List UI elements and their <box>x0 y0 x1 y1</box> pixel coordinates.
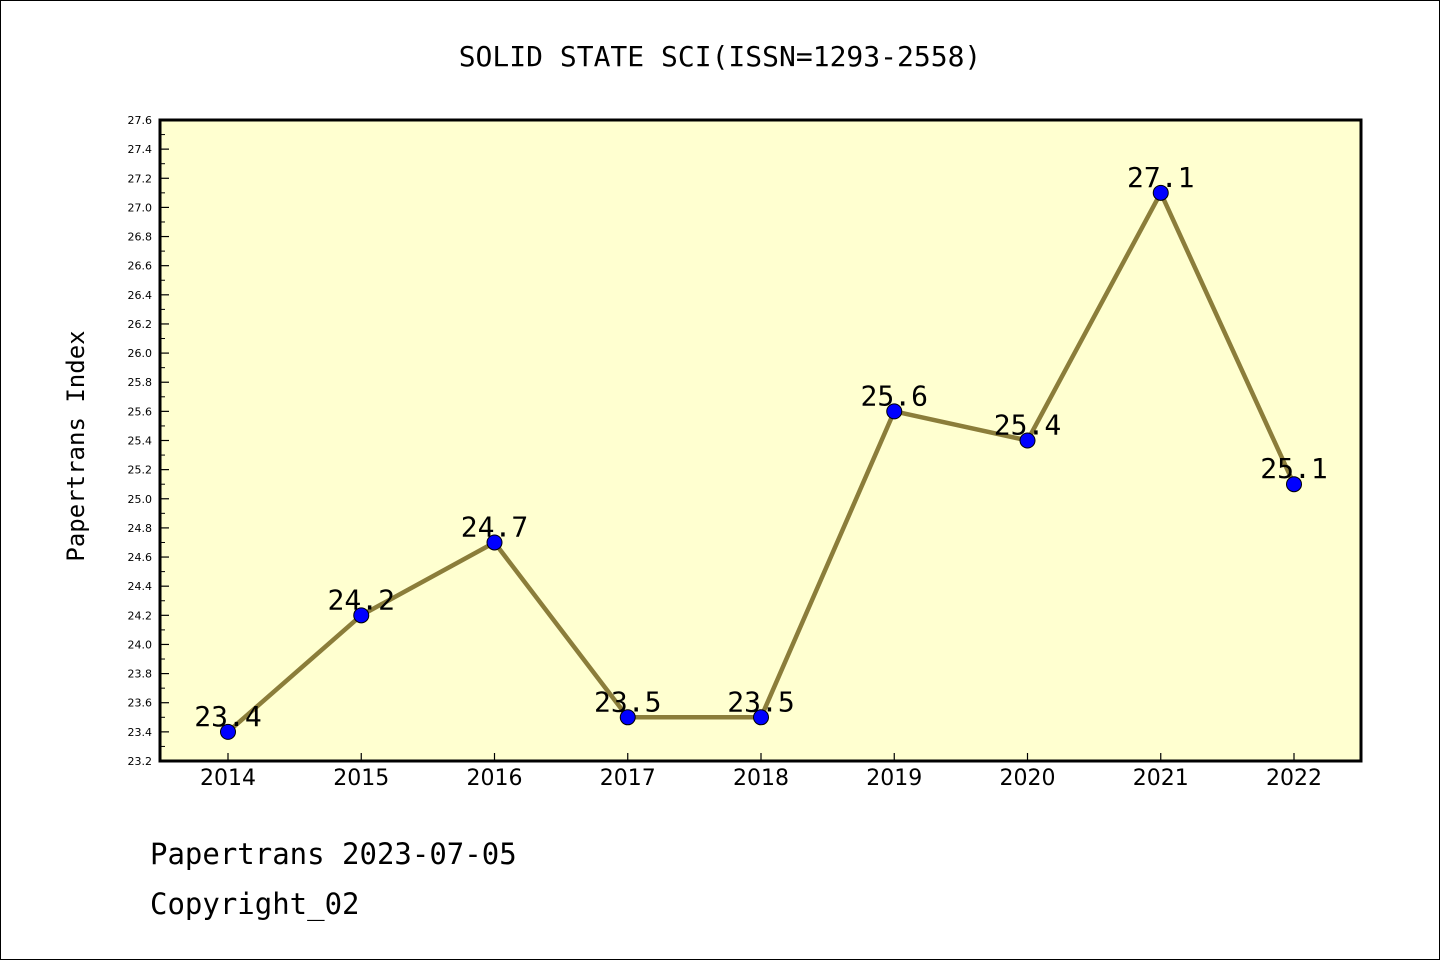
y-tick-label: 24.4 <box>128 580 153 593</box>
data-point <box>486 534 503 551</box>
data-label: 25.6 <box>861 379 928 412</box>
y-tick-label: 26.8 <box>128 231 153 244</box>
data-point <box>1152 184 1169 201</box>
y-tick-label: 26.0 <box>128 347 153 360</box>
y-tick-label: 23.2 <box>128 755 153 768</box>
data-point <box>886 403 903 420</box>
x-tick-label: 2021 <box>1133 766 1189 791</box>
y-tick-label: 27.0 <box>128 201 153 214</box>
data-point <box>1019 432 1036 449</box>
y-tick-label: 23.8 <box>128 668 153 681</box>
data-label: 25.1 <box>1260 452 1327 485</box>
footer-date: Papertrans 2023-07-05 <box>150 837 517 871</box>
data-point <box>353 607 370 624</box>
x-tick-label: 2020 <box>1000 766 1056 791</box>
data-labels: 23.4 24.2 24.7 23.5 23.5 25.6 25.4 27.1 25.1 <box>194 161 1327 733</box>
y-tick-label: 27.2 <box>128 172 153 185</box>
data-point <box>1286 476 1302 493</box>
x-tick-label: 2017 <box>600 766 656 791</box>
y-tick-label: 26.4 <box>128 289 153 302</box>
data-label: 23.5 <box>727 685 794 718</box>
data-points <box>220 184 1302 740</box>
y-tick-label: 24.6 <box>128 551 153 564</box>
data-point <box>753 709 769 726</box>
x-tick-label: 2014 <box>200 766 256 791</box>
data-label: 24.7 <box>461 510 528 543</box>
x-tick-label: 2022 <box>1266 766 1322 791</box>
data-label: 25.4 <box>994 409 1061 442</box>
y-tick-label: 25.0 <box>128 493 153 506</box>
data-point <box>220 723 236 740</box>
y-tick-label: 23.4 <box>128 726 153 739</box>
y-tick-label: 25.2 <box>128 464 153 477</box>
y-tick-label: 24.8 <box>128 522 153 535</box>
x-tick-label: 2015 <box>333 766 389 791</box>
y-tick-label: 26.6 <box>128 260 153 273</box>
x-tick-label: 2018 <box>733 766 789 791</box>
y-tick-label: 25.4 <box>128 435 153 448</box>
plot-area <box>158 118 1363 763</box>
chart-title: SOLID STATE SCI(ISSN=1293-2558) <box>459 40 982 73</box>
y-tick-label: 26.2 <box>128 318 153 331</box>
y-tick-label: 27.4 <box>128 143 153 156</box>
y-tick-label: 25.8 <box>128 376 153 389</box>
data-point <box>619 709 636 726</box>
y-tick-label: 24.2 <box>128 609 153 622</box>
data-label: 27.1 <box>1127 161 1194 194</box>
x-tick-label: 2019 <box>866 766 922 791</box>
y-tick-label: 24.0 <box>128 638 153 651</box>
data-label: 24.2 <box>328 583 395 616</box>
data-label: 23.4 <box>194 700 261 733</box>
footer-copyright: Copyright_02 <box>150 887 360 922</box>
y-tick-label: 27.6 <box>128 114 153 127</box>
data-label: 23.5 <box>594 685 661 718</box>
y-tick-label: 25.6 <box>128 405 153 418</box>
y-axis: 23.2 23.4 23.6 23.8 24.0 24.2 24.4 24.6 24.8 25.0… <box>128 114 169 768</box>
y-axis-label: Papertrans Index <box>62 330 90 561</box>
x-axis: 2014 2015 2016 2017 2018 2019 2020 2021 2022 <box>200 753 1322 791</box>
y-tick-label: 23.6 <box>128 697 153 710</box>
x-tick-label: 2016 <box>467 766 523 791</box>
